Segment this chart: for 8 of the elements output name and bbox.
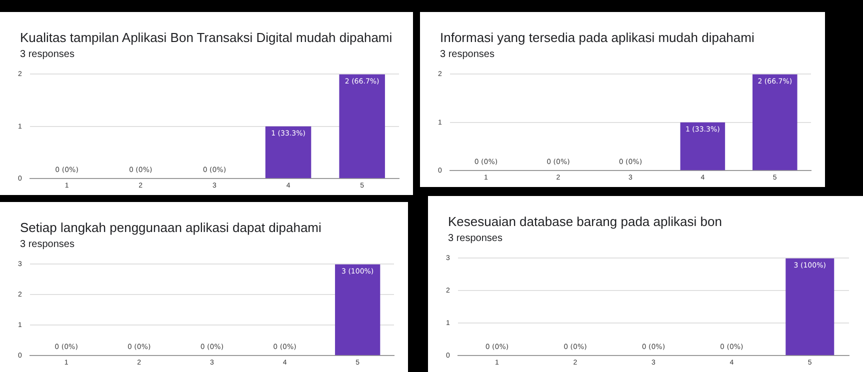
chart-subtitle: 3 responses [440,49,494,60]
chart-subtitle: 3 responses [448,233,502,244]
chart-title: Setiap langkah penggunaan aplikasi dapat dipahami [20,220,322,235]
chart-subtitle: 3 responses [20,239,74,250]
chart-subtitle: 3 responses [20,49,74,60]
chart-title: Informasi yang tersedia pada aplikasi mudah dipahami [440,30,754,45]
chart-title: Kesesuaian database barang pada aplikasi bon [448,214,722,229]
chart-title: Kualitas tampilan Aplikasi Bon Transaksi Digital mudah dipahami [20,30,392,45]
